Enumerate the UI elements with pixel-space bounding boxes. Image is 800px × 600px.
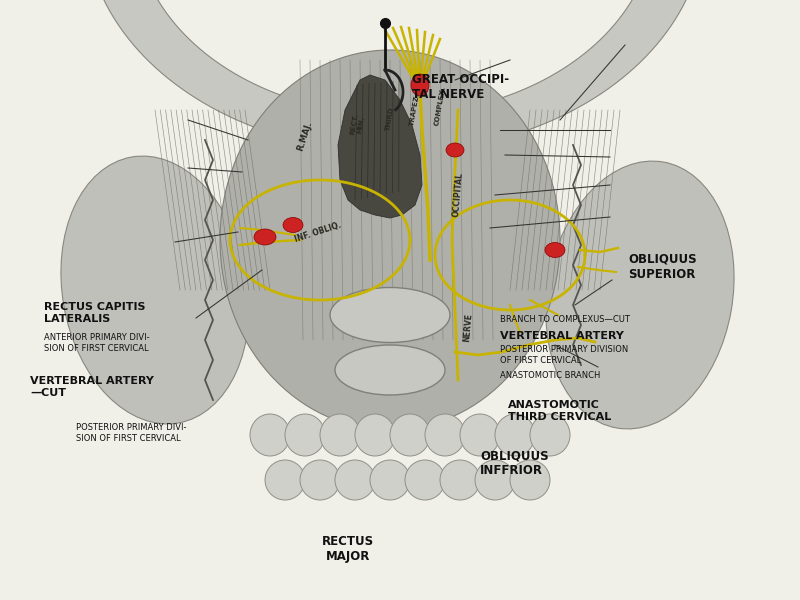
Text: VERTEBRAL ARTERY
—CUT: VERTEBRAL ARTERY —CUT [30,376,154,398]
Ellipse shape [475,460,515,500]
Ellipse shape [411,74,429,96]
Text: ANASTOMOTIC BRANCH: ANASTOMOTIC BRANCH [500,370,600,379]
Polygon shape [338,75,422,218]
Text: RECTUS
MAJOR: RECTUS MAJOR [322,535,374,563]
Text: BRANCH TO COMPLEXUS—CUT: BRANCH TO COMPLEXUS—CUT [500,314,630,323]
Ellipse shape [283,217,303,232]
Ellipse shape [405,460,445,500]
Ellipse shape [390,414,430,456]
Text: COMPLEX.: COMPLEX. [434,85,446,126]
Text: POSTERIOR PRIMARY DIVI-
SION OF FIRST CERVICAL: POSTERIOR PRIMARY DIVI- SION OF FIRST CE… [76,424,186,443]
Ellipse shape [460,414,500,456]
Text: OCCIPITAL: OCCIPITAL [451,172,465,217]
Ellipse shape [530,414,570,456]
Ellipse shape [254,229,276,245]
Ellipse shape [425,414,465,456]
Text: NERVE: NERVE [462,313,474,342]
Text: VERTEBRAL ARTERY: VERTEBRAL ARTERY [500,331,624,341]
Ellipse shape [61,156,249,424]
Text: RECTUS CAPITIS
LATERALIS: RECTUS CAPITIS LATERALIS [44,302,146,324]
Ellipse shape [446,143,464,157]
Text: RECT.
MIN.: RECT. MIN. [350,112,366,136]
Ellipse shape [510,460,550,500]
Ellipse shape [220,50,560,430]
Ellipse shape [285,414,325,456]
Ellipse shape [495,414,535,456]
Ellipse shape [335,345,445,395]
Ellipse shape [265,460,305,500]
Ellipse shape [370,460,410,500]
Ellipse shape [300,460,340,500]
Text: R.MAJ.: R.MAJ. [296,120,314,152]
Ellipse shape [320,414,360,456]
Text: OBLIQUUS
SUPERIOR: OBLIQUUS SUPERIOR [628,253,697,281]
Ellipse shape [546,161,734,429]
Text: GREAT OCCIPI-
TAL NERVE: GREAT OCCIPI- TAL NERVE [412,73,509,101]
Ellipse shape [355,414,395,456]
Text: ANTERIOR PRIMARY DIVI-
SION OF FIRST CERVICAL: ANTERIOR PRIMARY DIVI- SION OF FIRST CER… [44,334,150,353]
Ellipse shape [335,460,375,500]
Text: OBLIQUUS
INFFRIOR: OBLIQUUS INFFRIOR [480,449,549,477]
Ellipse shape [250,414,290,456]
Text: TRAPEZ.: TRAPEZ. [409,92,421,126]
Text: POSTERIOR PRIMARY DIVISION
OF FIRST CERVICAL: POSTERIOR PRIMARY DIVISION OF FIRST CERV… [500,346,628,365]
Ellipse shape [330,287,450,343]
Polygon shape [104,0,686,152]
Text: INF. OBLIQ.: INF. OBLIQ. [294,220,342,244]
Ellipse shape [440,460,480,500]
Text: ANASTOMOTIC
THIRD CERVICAL: ANASTOMOTIC THIRD CERVICAL [508,400,611,422]
Ellipse shape [545,242,565,257]
Text: THIRD: THIRD [385,106,395,131]
